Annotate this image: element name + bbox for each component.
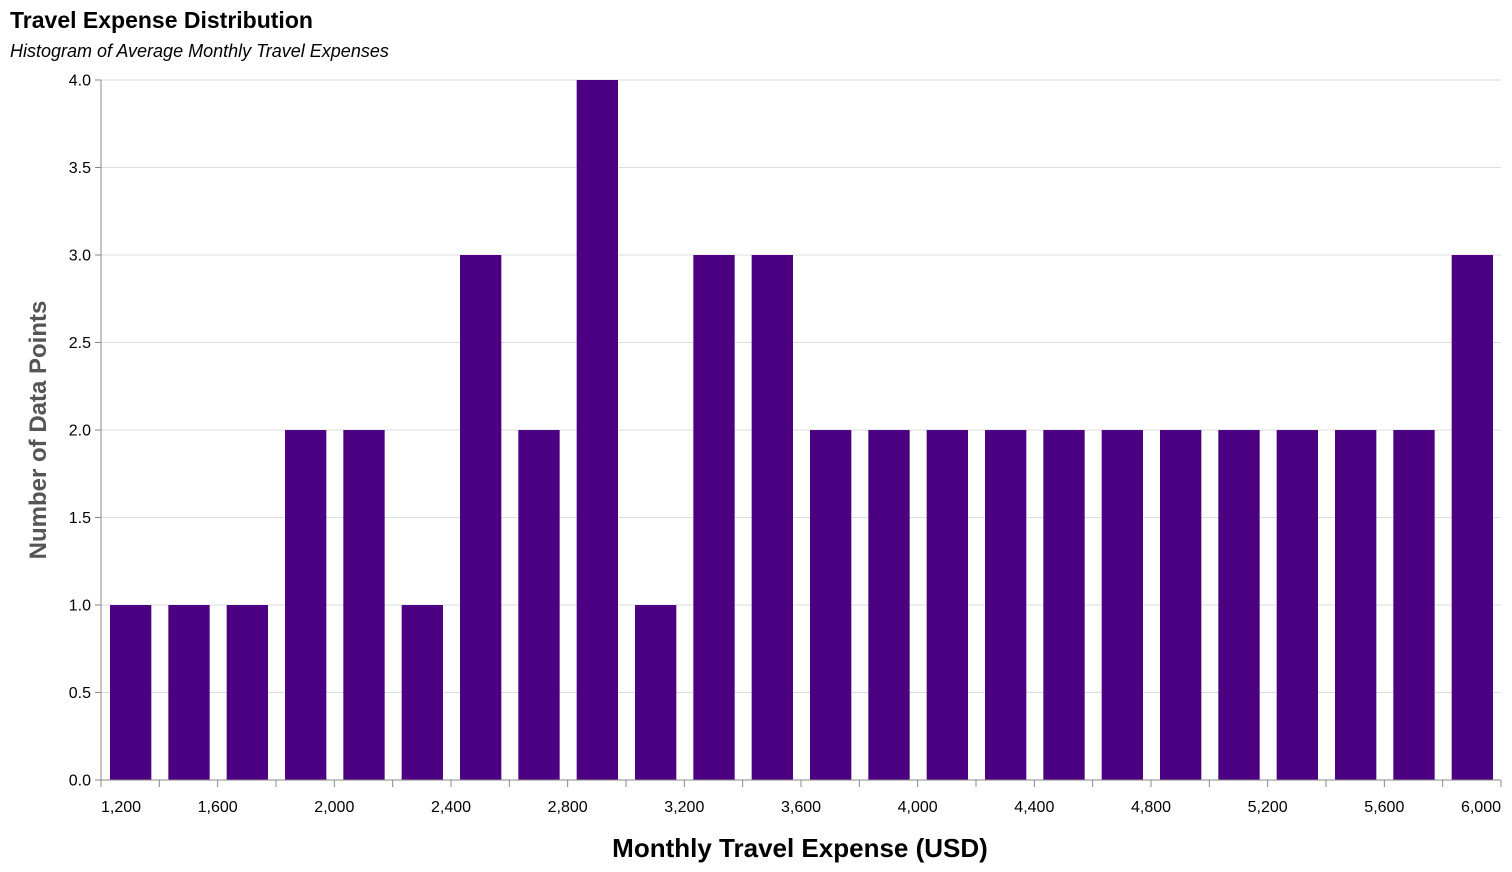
histogram-bar (868, 430, 910, 780)
y-tick-label: 2.5 (69, 335, 91, 352)
histogram-bar (110, 605, 152, 780)
y-tick-label: 4.0 (69, 73, 91, 90)
histogram-bar (168, 605, 210, 780)
x-tick-label: 4,000 (898, 799, 938, 816)
histogram-bar (751, 255, 793, 780)
x-tick-label: 3,600 (781, 799, 821, 816)
y-tick-label: 1.5 (69, 510, 91, 527)
y-tick-label: 1.0 (69, 598, 91, 615)
histogram-bar (1451, 255, 1493, 780)
x-tick-label: 5,600 (1364, 799, 1404, 816)
y-tick-label: 0.0 (69, 773, 91, 790)
y-tick-label: 2.0 (69, 423, 91, 440)
histogram-bar (1101, 430, 1143, 780)
histogram-bar (576, 80, 618, 780)
histogram-bar (693, 255, 735, 780)
histogram-bar (1160, 430, 1202, 780)
y-tick-label: 3.0 (69, 248, 91, 265)
x-tick-label: 2,800 (548, 799, 588, 816)
y-tick-label: 3.5 (69, 160, 91, 177)
y-tick-label: 0.5 (69, 685, 91, 702)
y-axis-title: Number of Data Points (25, 301, 52, 560)
x-tick-label: 2,400 (431, 799, 471, 816)
histogram-bar (1393, 430, 1435, 780)
bars (110, 80, 1493, 780)
x-tick-label: 5,200 (1248, 799, 1288, 816)
histogram-bar (518, 430, 560, 780)
histogram-bar (226, 605, 268, 780)
histogram-bar (1218, 430, 1260, 780)
histogram-bar (343, 430, 385, 780)
histogram-bar (285, 430, 327, 780)
histogram-bar (460, 255, 502, 780)
chart-subtitle: Histogram of Average Monthly Travel Expe… (10, 41, 389, 61)
x-axis: 1,200 1,600 2,000 2,400 2,800 3,200 3,600 4,000… (100, 779, 1502, 816)
histogram-bar (1335, 430, 1377, 780)
x-tick-label: 1,600 (198, 799, 238, 816)
x-tick-label: 3,200 (664, 799, 704, 816)
histogram-bar (1276, 430, 1318, 780)
chart-title: Travel Expense Distribution (10, 7, 313, 33)
y-axis: 0.0 0.5 1.0 1.5 2.0 2.5 3.0 3.5 4.0 (69, 73, 102, 790)
x-tick-label: 1,200 (101, 799, 141, 816)
histogram-bar (810, 430, 852, 780)
x-tick-label: 6,000 (1461, 799, 1501, 816)
histogram-bar (926, 430, 968, 780)
histogram-bar (985, 430, 1027, 780)
histogram-bar (635, 605, 677, 780)
x-tick-label: 4,800 (1131, 799, 1171, 816)
histogram-bar (1043, 430, 1085, 780)
x-tick-label: 4,400 (1014, 799, 1054, 816)
histogram-bar (401, 605, 443, 780)
x-axis-title: Monthly Travel Expense (USD) (612, 833, 988, 863)
x-tick-label: 2,000 (314, 799, 354, 816)
